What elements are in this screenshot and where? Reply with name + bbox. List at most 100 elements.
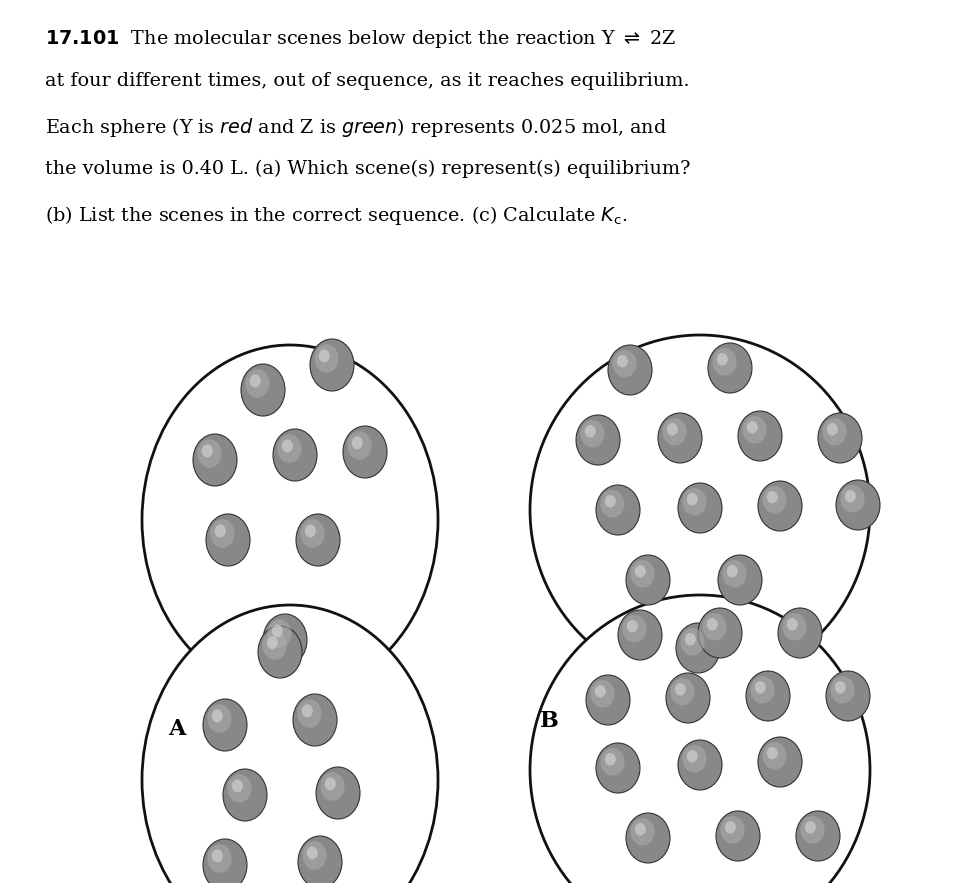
Ellipse shape	[203, 839, 247, 883]
Ellipse shape	[263, 614, 307, 666]
Ellipse shape	[208, 705, 232, 733]
Ellipse shape	[707, 618, 718, 630]
Ellipse shape	[585, 425, 596, 437]
Ellipse shape	[767, 747, 778, 759]
Ellipse shape	[717, 353, 728, 366]
Ellipse shape	[723, 560, 746, 587]
Ellipse shape	[826, 671, 870, 721]
Ellipse shape	[680, 628, 704, 655]
Ellipse shape	[197, 439, 222, 468]
Text: Each sphere (Y is $\mathit{red}$ and Z is $\mathit{green}$) represents 0.025 mol: Each sphere (Y is $\mathit{red}$ and Z i…	[45, 116, 667, 139]
Ellipse shape	[755, 681, 766, 693]
Ellipse shape	[676, 623, 720, 673]
Ellipse shape	[671, 678, 695, 706]
Ellipse shape	[206, 514, 250, 566]
Ellipse shape	[296, 514, 340, 566]
Text: (b) List the scenes in the correct sequence. (c) Calculate $K_{\mathrm{c}}$.: (b) List the scenes in the correct seque…	[45, 204, 628, 227]
Ellipse shape	[687, 750, 698, 763]
Ellipse shape	[301, 705, 313, 717]
Ellipse shape	[783, 613, 807, 640]
Ellipse shape	[590, 680, 614, 707]
Ellipse shape	[596, 743, 640, 793]
Ellipse shape	[702, 613, 726, 640]
Ellipse shape	[634, 565, 646, 577]
Text: at four different times, out of sequence, as it reaches equilibrium.: at four different times, out of sequence…	[45, 72, 689, 90]
Ellipse shape	[758, 737, 802, 787]
Ellipse shape	[712, 348, 737, 375]
Ellipse shape	[612, 350, 636, 378]
Ellipse shape	[845, 490, 856, 502]
Ellipse shape	[626, 555, 670, 605]
Ellipse shape	[298, 836, 342, 883]
Ellipse shape	[530, 335, 870, 685]
Ellipse shape	[626, 813, 670, 863]
Ellipse shape	[716, 811, 760, 861]
Ellipse shape	[321, 773, 345, 801]
Ellipse shape	[800, 816, 825, 843]
Ellipse shape	[685, 633, 696, 645]
Ellipse shape	[622, 615, 647, 643]
Ellipse shape	[203, 699, 247, 751]
Ellipse shape	[586, 675, 630, 725]
Text: $\mathbf{17.101}$  The molecular scenes below depict the reaction Y $\rightlefth: $\mathbf{17.101}$ The molecular scenes b…	[45, 28, 677, 50]
Ellipse shape	[721, 816, 745, 843]
Ellipse shape	[682, 745, 706, 773]
Ellipse shape	[763, 742, 787, 769]
Ellipse shape	[272, 624, 283, 638]
Ellipse shape	[750, 676, 774, 704]
Ellipse shape	[840, 485, 864, 512]
Ellipse shape	[763, 486, 787, 514]
Ellipse shape	[631, 560, 655, 587]
Ellipse shape	[682, 488, 706, 516]
Ellipse shape	[678, 740, 722, 790]
Ellipse shape	[211, 709, 223, 722]
Ellipse shape	[223, 769, 267, 821]
Ellipse shape	[298, 699, 322, 728]
Ellipse shape	[726, 565, 738, 577]
Ellipse shape	[831, 676, 855, 704]
Ellipse shape	[262, 631, 286, 660]
Ellipse shape	[796, 811, 840, 861]
Ellipse shape	[278, 434, 301, 463]
Ellipse shape	[767, 491, 778, 503]
Text: A: A	[168, 718, 186, 740]
Ellipse shape	[822, 418, 847, 446]
Ellipse shape	[836, 480, 880, 530]
Ellipse shape	[662, 418, 686, 446]
Ellipse shape	[827, 423, 837, 435]
Text: B: B	[540, 710, 559, 732]
Ellipse shape	[738, 411, 782, 461]
Ellipse shape	[319, 350, 330, 362]
Ellipse shape	[596, 485, 640, 535]
Ellipse shape	[315, 344, 339, 373]
Ellipse shape	[281, 440, 293, 452]
Ellipse shape	[258, 626, 302, 678]
Ellipse shape	[687, 493, 698, 505]
Ellipse shape	[605, 495, 615, 508]
Ellipse shape	[678, 483, 722, 533]
Ellipse shape	[600, 748, 625, 775]
Ellipse shape	[193, 434, 237, 486]
Ellipse shape	[347, 431, 371, 460]
Ellipse shape	[241, 364, 285, 416]
Ellipse shape	[245, 369, 270, 398]
Ellipse shape	[818, 413, 862, 463]
Ellipse shape	[343, 426, 387, 478]
Ellipse shape	[267, 637, 278, 649]
Ellipse shape	[576, 415, 620, 465]
Ellipse shape	[228, 774, 252, 803]
Ellipse shape	[250, 374, 261, 388]
Ellipse shape	[214, 525, 226, 538]
Ellipse shape	[758, 481, 802, 531]
Ellipse shape	[634, 823, 646, 835]
Ellipse shape	[718, 555, 762, 605]
Ellipse shape	[324, 777, 336, 790]
Ellipse shape	[835, 681, 846, 693]
Ellipse shape	[273, 429, 317, 481]
Ellipse shape	[618, 610, 662, 660]
Ellipse shape	[580, 420, 605, 448]
Ellipse shape	[666, 673, 710, 723]
Ellipse shape	[631, 818, 655, 846]
Ellipse shape	[267, 619, 292, 648]
Ellipse shape	[352, 436, 363, 449]
